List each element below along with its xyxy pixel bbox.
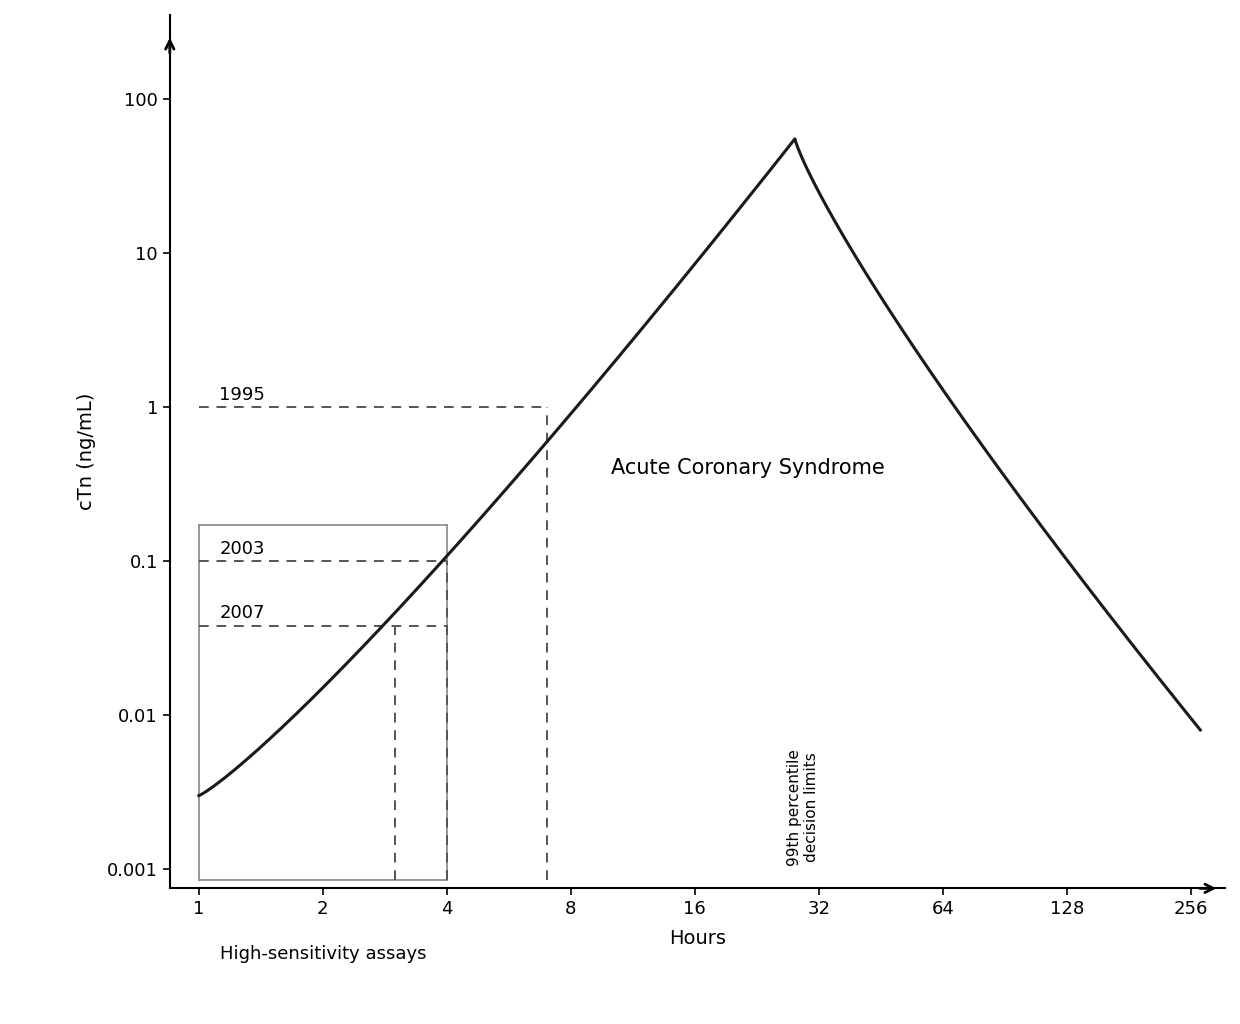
X-axis label: Hours: Hours xyxy=(668,929,725,948)
Y-axis label: cTn (ng/mL): cTn (ng/mL) xyxy=(77,393,95,510)
Text: Acute Coronary Syndrome: Acute Coronary Syndrome xyxy=(611,458,884,478)
Text: 1995: 1995 xyxy=(219,386,265,403)
Text: 99th percentile
decision limits: 99th percentile decision limits xyxy=(786,749,820,865)
Text: High-sensitivity assays: High-sensitivity assays xyxy=(219,945,427,964)
Text: 2003: 2003 xyxy=(219,541,264,558)
Text: 2007: 2007 xyxy=(219,604,264,623)
